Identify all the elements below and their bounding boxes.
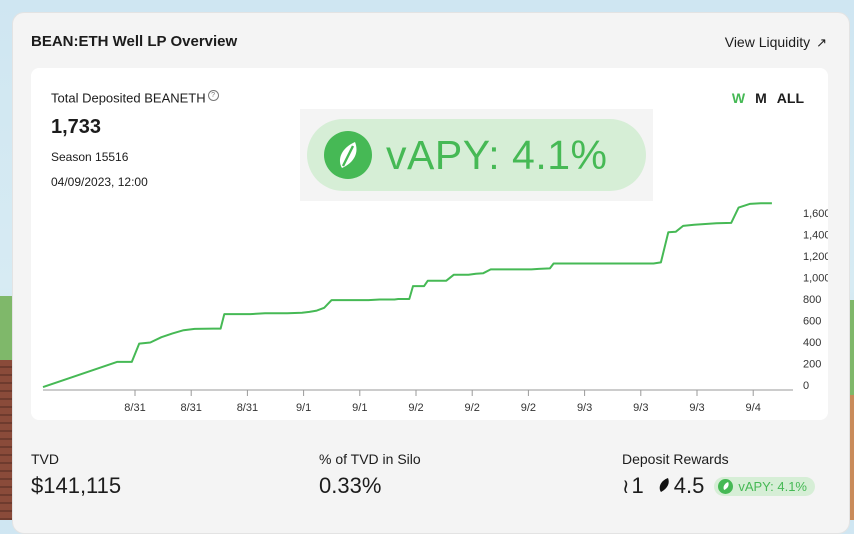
x-tick-label: 9/1 [352,402,367,414]
chart-panel: 8/31 8/31 8/31 9/1 9/1 9/2 9/2 9/2 9/3 9/3 9/3 9/4 0… [31,68,828,420]
x-tick-label: 8/31 [180,402,201,414]
vapy-pill: vAPY: 4.1% [307,119,646,191]
tvd-label: TVD [31,451,59,467]
x-tick-label: 9/1 [296,402,311,414]
rewards-label: Deposit Rewards [622,451,729,467]
tvd-stat: TVD $141,115 [31,451,121,499]
metric-label-text: Total Deposited BEANETH [51,90,206,106]
view-liquidity-label: View Liquidity [724,34,811,50]
y-tick-label: 400 [803,337,821,349]
seed-icon [658,473,670,499]
y-tick-label: 200 [803,359,821,371]
silo-label: % of TVD in Silo [319,451,421,467]
vapy-small-text: vAPY: 4.1% [738,478,807,494]
small-leaf-icon [718,478,734,494]
y-tick-label: 1,000 [803,273,828,285]
help-icon[interactable]: ? [207,90,219,101]
x-tick-label: 9/2 [465,402,480,414]
x-tick-label: 9/3 [633,402,648,414]
lp-overview-card: BEAN:ETH Well LP Overview View Liquidity… [12,12,850,534]
stalk-value: 1 [631,473,644,498]
x-tick-label: 9/3 [689,402,704,414]
view-liquidity-link[interactable]: View Liquidity ↗ [725,34,827,51]
background-hill [0,296,14,376]
tvd-value: $141,115 [31,473,122,498]
rewards-values: ≀ 1 4.5 vAPY: 4.1% [622,473,815,499]
card-title: BEAN:ETH Well LP Overview [31,33,238,50]
tab-all[interactable]: ALL [776,90,804,106]
x-tick-label: 9/2 [408,402,423,414]
y-tick-label: 1,200 [803,251,828,263]
metric-value: 1,733 [51,116,102,138]
y-tick-label: 600 [803,316,821,328]
range-tabs: W M ALL [732,90,804,106]
y-tick-label: 1,400 [803,230,828,242]
silo-stat: % of TVD in Silo 0.33% [319,451,421,499]
x-tick-label: 8/31 [237,402,258,414]
tab-week[interactable]: W [731,90,746,106]
rewards-stat: Deposit Rewards ≀ 1 4.5 vAPY: 4.1% [622,451,815,499]
x-tick-label: 9/4 [746,402,761,414]
y-tick-label: 1,600 [803,208,828,220]
x-tick-label: 9/3 [577,402,592,414]
seed-value: 4.5 [673,473,705,498]
leaf-icon [324,131,372,179]
series-line [42,202,772,389]
background-brick-tower [0,360,12,520]
y-tick-label: 800 [803,294,821,306]
vapy-text: vAPY: 4.1% [386,131,608,178]
season-label: Season 15516 [51,150,129,164]
silo-value: 0.33% [319,473,382,498]
line-chart[interactable]: 8/31 8/31 8/31 9/1 9/1 9/2 9/2 9/2 9/3 9/3 9/3 9/4 0… [31,68,828,420]
stalk-icon: ≀ [622,475,630,498]
vapy-overlay: vAPY: 4.1% [300,109,653,201]
arrow-up-right-icon: ↗ [816,35,827,50]
date-label: 04/09/2023, 12:00 [51,175,148,189]
x-tick-label: 8/31 [124,402,145,414]
tab-month[interactable]: M [755,90,767,106]
y-tick-label: 0 [803,380,809,392]
metric-label: Total Deposited BEANETH? [51,90,219,105]
x-tick-label: 9/2 [521,402,536,414]
vapy-small-pill: vAPY: 4.1% [714,476,815,496]
